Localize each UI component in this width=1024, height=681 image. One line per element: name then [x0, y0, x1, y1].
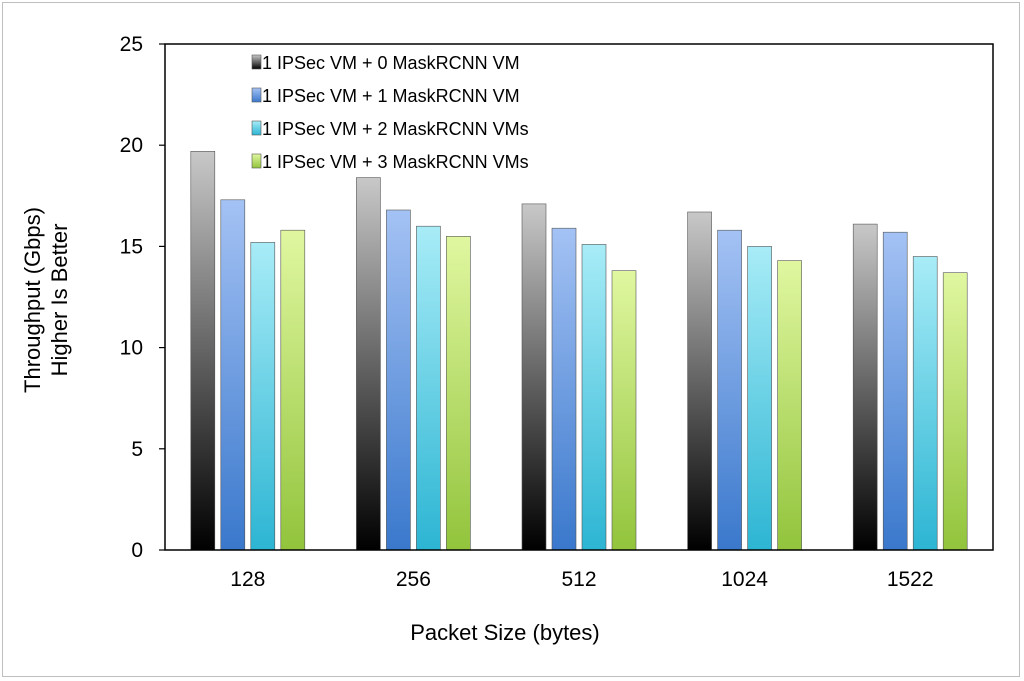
y-tick-label: 10 — [120, 337, 143, 360]
legend: 1 IPSec VM + 0 MaskRCNN VM 1 IPSec VM + 1… — [251, 53, 529, 172]
bar-1024-series-2 — [717, 229, 742, 551]
y-axis-title-line1: Throughput (Gbps) — [20, 207, 45, 393]
x-axis-ticks: 128 256 512 1024 1522 — [230, 568, 933, 591]
x-tick-label: 256 — [396, 568, 431, 591]
bars-group — [190, 151, 968, 551]
bar-128-series-3 — [250, 242, 276, 551]
x-tick-label: 128 — [230, 568, 265, 591]
plot-area-border — [164, 43, 994, 551]
legend-swatch — [251, 153, 262, 169]
bar-1522-series-1 — [852, 223, 878, 551]
legend-swatch — [251, 120, 262, 136]
y-tick-label: 15 — [120, 235, 143, 258]
x-tick-label: 1024 — [721, 568, 768, 591]
bar-128-series-2 — [220, 199, 246, 551]
bar-512-series-2 — [551, 227, 577, 551]
legend-label: 1 IPSec VM + 0 MaskRCNN VM — [262, 53, 520, 73]
bar-256-series-3 — [416, 225, 441, 551]
bar-1522-series-4 — [942, 272, 968, 551]
bar-1522-series-2 — [882, 231, 908, 551]
x-tick-label: 512 — [561, 568, 596, 591]
legend-label: 1 IPSec VM + 1 MaskRCNN VM — [262, 86, 520, 106]
bar-128-series-1 — [190, 151, 216, 551]
y-tick-label: 20 — [120, 134, 143, 157]
bar-512-series-1 — [521, 203, 547, 551]
y-axis-ticks: 0 5 10 15 20 25 — [120, 33, 165, 562]
y-tick-label: 25 — [120, 33, 143, 56]
bar-256-series-4 — [446, 236, 471, 551]
bar-1024-series-1 — [687, 211, 712, 551]
bar-256-series-1 — [356, 177, 381, 551]
legend-label: 1 IPSec VM + 3 MaskRCNN VMs — [262, 152, 529, 172]
bar-128-series-4 — [280, 229, 306, 551]
legend-label: 1 IPSec VM + 2 MaskRCNN VMs — [262, 119, 529, 139]
bar-1522-series-3 — [912, 256, 938, 551]
x-tick-label: 1522 — [887, 568, 934, 591]
y-axis-title-line2: Higher Is Better — [47, 224, 72, 377]
bar-512-series-3 — [581, 244, 607, 551]
y-tick-label: 5 — [131, 438, 143, 461]
x-axis-title: Packet Size (bytes) — [410, 620, 600, 645]
legend-swatch — [251, 87, 262, 103]
bar-256-series-2 — [386, 209, 411, 551]
bar-1024-series-4 — [777, 260, 802, 551]
legend-swatch — [251, 54, 262, 70]
y-tick-label: 0 — [131, 539, 143, 562]
bar-1024-series-3 — [747, 246, 772, 551]
bar-512-series-4 — [611, 270, 637, 551]
